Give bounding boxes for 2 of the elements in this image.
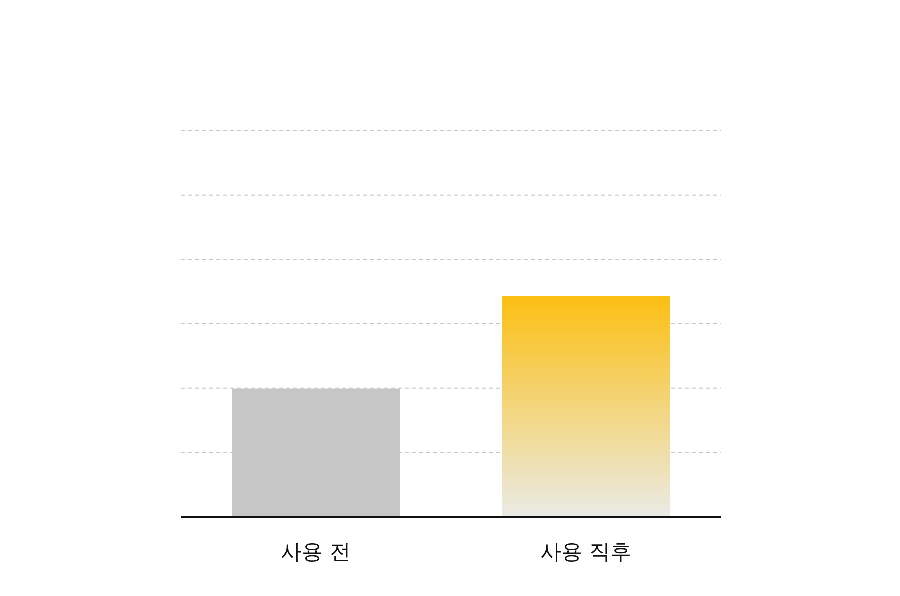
x-tick-label: 사용 전 <box>281 540 351 564</box>
x-tick-label: 사용 직후 <box>540 540 632 564</box>
